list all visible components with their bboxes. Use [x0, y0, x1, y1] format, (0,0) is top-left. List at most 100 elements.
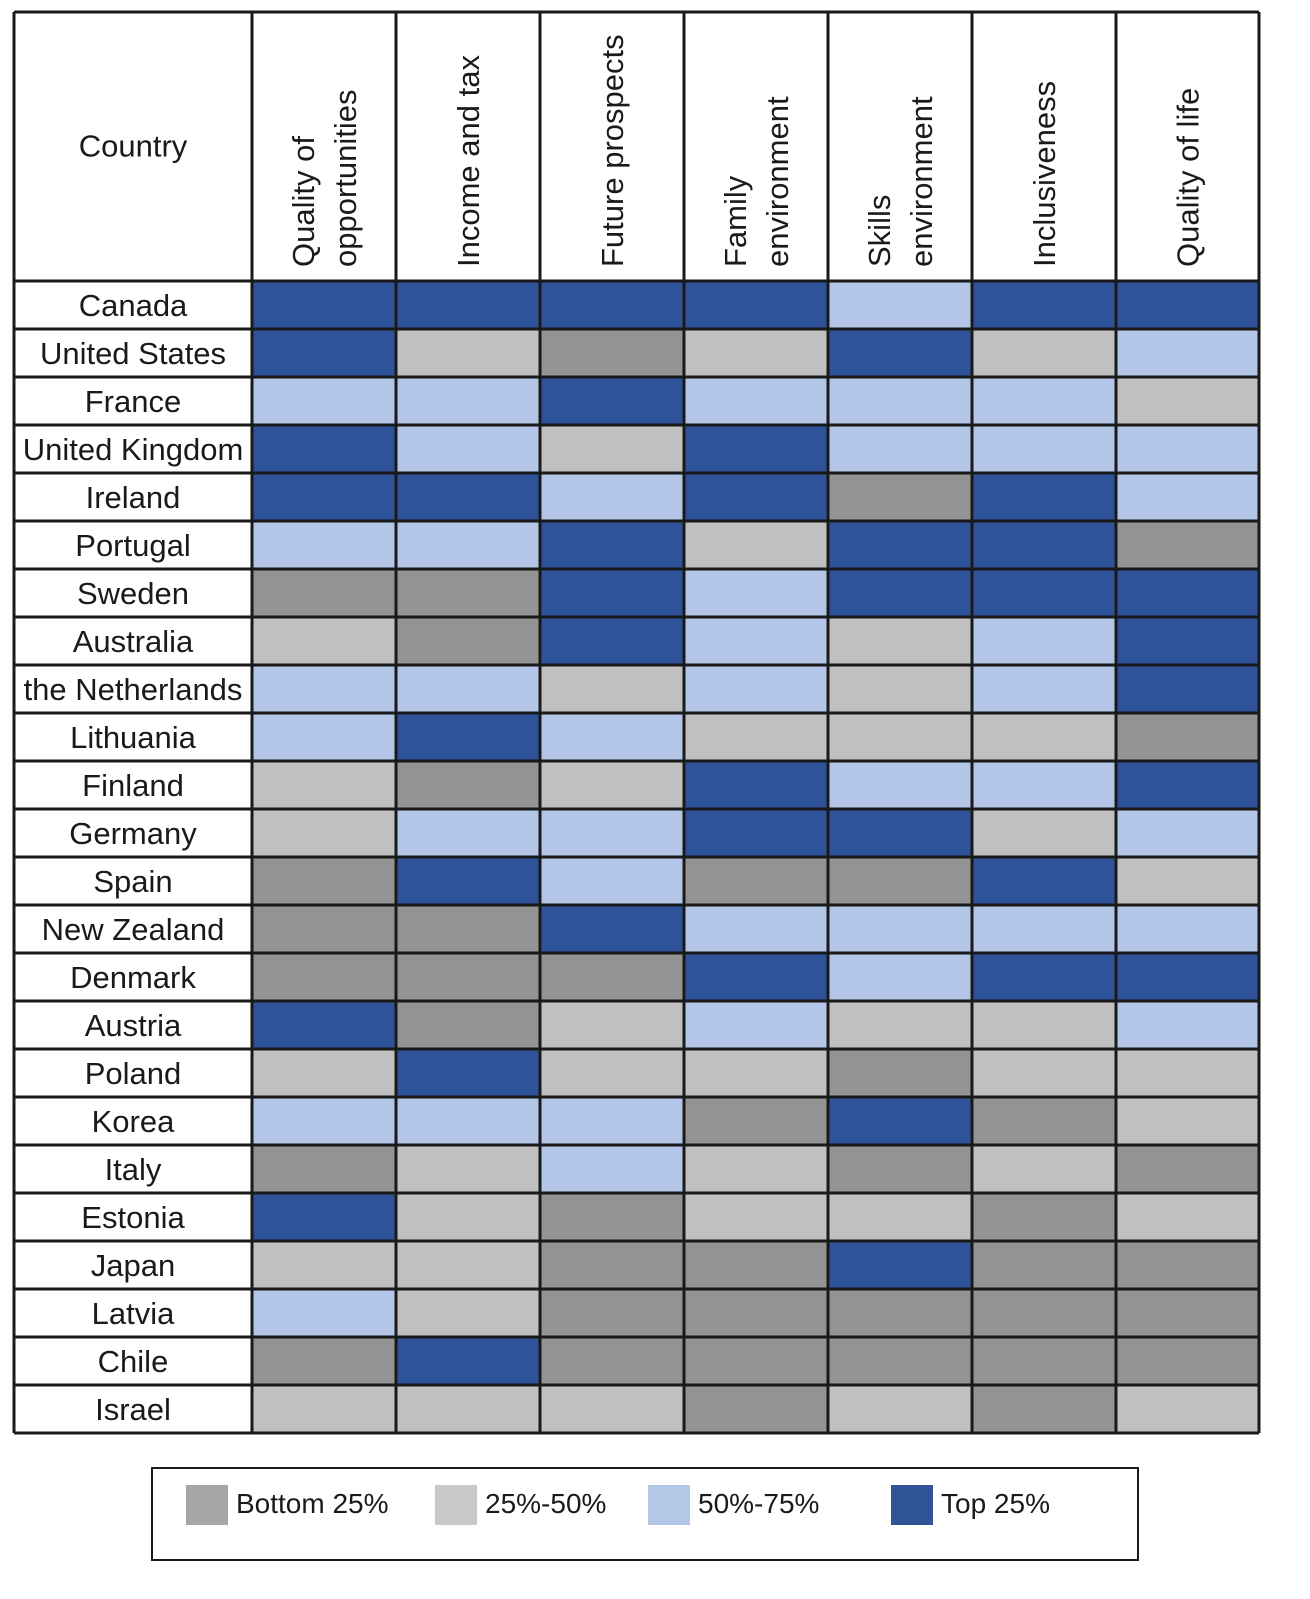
heatmap-cell — [1116, 1385, 1259, 1433]
heatmap-cell — [1116, 329, 1259, 377]
heatmap-cell — [252, 1289, 396, 1337]
heatmap-cell — [684, 713, 828, 761]
heatmap-cell — [828, 1193, 972, 1241]
column-header-label: opportunities — [328, 89, 363, 267]
heatmap-cell — [1116, 857, 1259, 905]
heatmap-cell — [252, 857, 396, 905]
heatmap-cell — [972, 1289, 1116, 1337]
heatmap-cell — [396, 281, 540, 329]
row-label: United States — [40, 336, 226, 371]
heatmap-cell — [684, 617, 828, 665]
row-label: Austria — [85, 1008, 182, 1043]
heatmap-cell — [684, 809, 828, 857]
heatmap-cell — [396, 1097, 540, 1145]
heatmap-cell — [684, 281, 828, 329]
heatmap-cell — [684, 1289, 828, 1337]
heatmap-cell — [972, 1241, 1116, 1289]
heatmap-cell — [828, 521, 972, 569]
heatmap-cell — [828, 809, 972, 857]
heatmap-cell — [396, 425, 540, 473]
heatmap-table: Country Quality of opportunities Income and… — [12, 10, 1261, 1435]
heatmap-cell — [540, 569, 684, 617]
heatmap-cell — [396, 1049, 540, 1097]
heatmap-cell — [540, 809, 684, 857]
heatmap-cell — [252, 809, 396, 857]
heatmap-cell — [540, 1001, 684, 1049]
row-label: Finland — [82, 768, 184, 803]
heatmap-cell — [396, 329, 540, 377]
heatmap-cell — [396, 473, 540, 521]
heatmap-cell — [252, 617, 396, 665]
heatmap-cell — [252, 329, 396, 377]
heatmap-cell — [396, 713, 540, 761]
heatmap-cell — [828, 713, 972, 761]
heatmap-cell — [828, 425, 972, 473]
heatmap-cell — [684, 1337, 828, 1385]
row-label: Australia — [73, 624, 194, 659]
row-label: New Zealand — [42, 912, 225, 947]
heatmap-cell — [972, 713, 1116, 761]
heatmap-cell — [684, 1001, 828, 1049]
row-label: Germany — [69, 816, 197, 851]
legend-label: 25%-50% — [485, 1488, 606, 1519]
column-header-label: environment — [760, 96, 795, 267]
heatmap-cell — [252, 905, 396, 953]
heatmap-cell — [1116, 1001, 1259, 1049]
heatmap-cell — [828, 1145, 972, 1193]
column-header-label: Quality of — [286, 136, 321, 267]
heatmap-cell — [252, 1145, 396, 1193]
heatmap-cell — [972, 1337, 1116, 1385]
heatmap-cell — [396, 377, 540, 425]
row-label: Latvia — [92, 1296, 175, 1331]
heatmap-cell — [252, 1241, 396, 1289]
heatmap-cell — [972, 425, 1116, 473]
heatmap-cell — [396, 1001, 540, 1049]
heatmap-cell — [684, 761, 828, 809]
heatmap-cell — [540, 617, 684, 665]
heatmap-cell — [684, 1097, 828, 1145]
heatmap-cell — [252, 281, 396, 329]
heatmap-cell — [540, 1097, 684, 1145]
heatmap-cell — [252, 1001, 396, 1049]
heatmap-cell — [684, 473, 828, 521]
heatmap-cell — [540, 1145, 684, 1193]
heatmap-cell — [828, 905, 972, 953]
heatmap-cell — [972, 1049, 1116, 1097]
legend-label: 50%-75% — [698, 1488, 819, 1519]
heatmap-cell — [828, 1337, 972, 1385]
heatmap-cell — [972, 569, 1116, 617]
heatmap-cell — [1116, 281, 1259, 329]
column-header: Quality of life — [1171, 88, 1206, 267]
heatmap-cell — [1116, 1097, 1259, 1145]
row-header-label: Country — [79, 129, 188, 164]
heatmap-cell — [684, 905, 828, 953]
heatmap-cell — [684, 1241, 828, 1289]
row-label: Japan — [91, 1248, 175, 1283]
legend-label: Top 25% — [941, 1488, 1050, 1519]
heatmap-cell — [540, 1289, 684, 1337]
column-header: Family environment — [718, 96, 795, 267]
heatmap-cell — [252, 473, 396, 521]
heatmap-cell — [972, 1001, 1116, 1049]
heatmap-cell — [1116, 1289, 1259, 1337]
heatmap-cell — [540, 1049, 684, 1097]
heatmap-cell — [396, 1193, 540, 1241]
heatmap-cell — [396, 1145, 540, 1193]
heatmap-cell — [396, 1289, 540, 1337]
heatmap-cell — [828, 665, 972, 713]
heatmap-cell — [972, 761, 1116, 809]
heatmap-cell — [1116, 569, 1259, 617]
heatmap-cell — [540, 473, 684, 521]
heatmap-cell — [972, 905, 1116, 953]
heatmap-cell — [1116, 1241, 1259, 1289]
heatmap-cell — [1116, 1337, 1259, 1385]
heatmap-cell — [540, 713, 684, 761]
heatmap-cell — [396, 665, 540, 713]
heatmap-cell — [396, 569, 540, 617]
heatmap-cell — [828, 761, 972, 809]
heatmap-cell — [972, 521, 1116, 569]
heatmap-cell — [972, 281, 1116, 329]
heatmap-cell — [828, 1385, 972, 1433]
legend-swatch — [648, 1485, 690, 1525]
